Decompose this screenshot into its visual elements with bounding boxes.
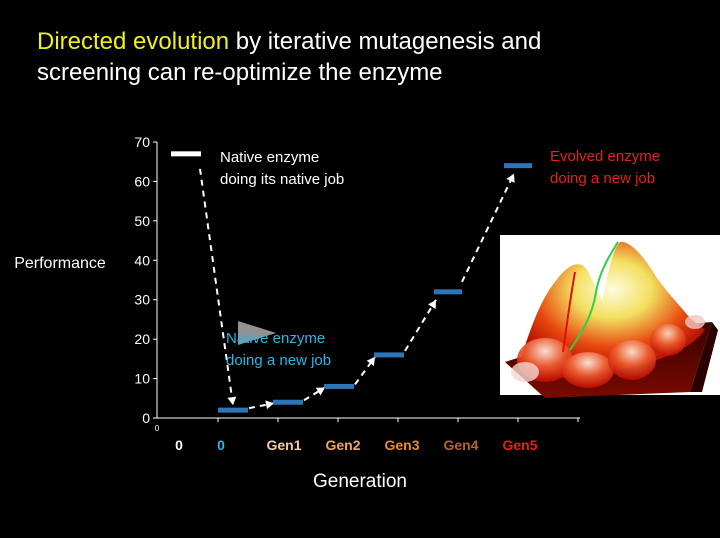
y-tick-label: 10 <box>134 371 150 387</box>
y-tick-label: 30 <box>134 292 150 308</box>
annotation-text: doing a new job <box>550 170 655 187</box>
arrowhead-icon <box>428 299 436 310</box>
dashed-arrow <box>303 386 326 402</box>
arrowhead-icon <box>315 387 325 396</box>
x-category-label: Gen1 <box>266 437 301 453</box>
x-category-label: 0 <box>175 437 183 453</box>
x-category-label: Gen5 <box>502 437 537 453</box>
annotation-text: Native enzyme <box>220 149 319 166</box>
data-point-bar <box>218 407 248 413</box>
title-rest: by iterative mutagenesis and <box>229 28 542 55</box>
x-category-label: Gen3 <box>384 437 419 453</box>
y-tick-label: 60 <box>134 173 150 189</box>
x-category-label: 0 <box>217 437 225 453</box>
arrowhead-icon <box>366 356 375 367</box>
y-tick-label: 50 <box>134 213 150 229</box>
x-origin-label: 0 <box>155 424 160 433</box>
dashed-arrow <box>354 356 376 386</box>
title-highlight: Directed evolution <box>37 28 230 55</box>
arrowhead-icon <box>227 396 237 406</box>
x-axis-label: Generation <box>313 471 407 492</box>
data-point-bar <box>374 352 404 358</box>
annotation-text: Evolved enzyme <box>550 148 660 165</box>
dashed-arrow <box>404 299 437 352</box>
y-tick-label: 0 <box>142 410 150 426</box>
data-point-bar <box>273 399 303 405</box>
arrowhead-icon <box>506 173 515 183</box>
data-point-bar <box>434 289 462 295</box>
y-axis-label: Performance <box>14 255 106 272</box>
dashed-arrow <box>199 168 234 406</box>
dashed-arrow <box>248 402 275 410</box>
annotation-text: doing its native job <box>220 171 344 188</box>
chart-marks <box>171 151 532 413</box>
data-point-bar <box>171 151 201 157</box>
data-point-bar <box>504 163 532 169</box>
evolution-path-arrows <box>199 168 515 410</box>
gray-arrowhead-icon <box>238 321 276 345</box>
title-line-2: screening can re-optimize the enzyme <box>37 59 443 86</box>
arrowhead-icon <box>265 400 274 410</box>
data-point-bar <box>324 383 354 389</box>
x-category-label: Gen2 <box>325 437 360 453</box>
y-tick-label: 40 <box>134 252 150 268</box>
fitness-landscape-image <box>500 235 720 398</box>
chart-axes: 0 10 20 30 40 50 60 70 0 <box>134 134 580 433</box>
x-category-label: Gen4 <box>443 437 478 453</box>
y-tick-label: 20 <box>134 331 150 347</box>
slide-title: Directed evolution by iterative mutagene… <box>37 26 697 88</box>
dashed-arrow <box>461 173 515 283</box>
annotation-text: doing a new job <box>226 352 331 369</box>
y-tick-label: 70 <box>134 134 150 150</box>
annotation-text: Native enzyme <box>226 330 325 347</box>
